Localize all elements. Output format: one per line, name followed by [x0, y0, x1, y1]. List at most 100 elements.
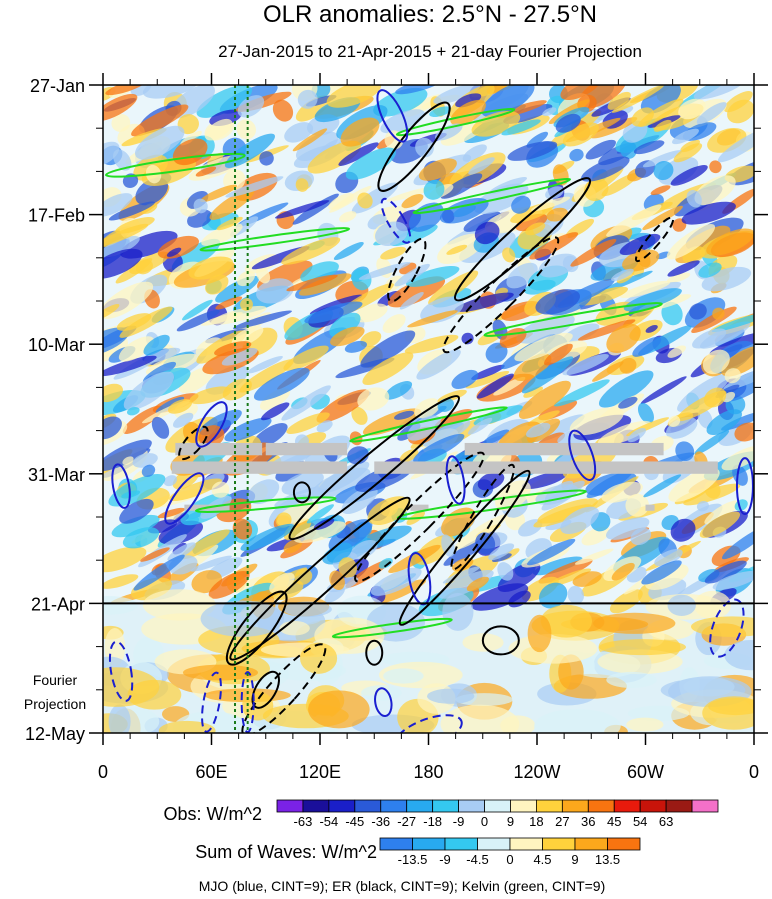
er-contour	[387, 237, 427, 303]
anomaly-cell	[677, 373, 730, 412]
anomaly-cell	[237, 270, 255, 287]
anomaly-cell	[142, 85, 201, 99]
anomaly-cell	[375, 221, 408, 247]
anomaly-cell	[709, 160, 722, 174]
anomaly-cell	[463, 211, 501, 232]
anomaly-cell	[521, 471, 568, 490]
anomaly-cell	[497, 562, 514, 581]
colorbar-swatch	[613, 799, 641, 813]
anomaly-cell	[698, 262, 722, 278]
mjo-contour	[735, 457, 754, 516]
anomaly-cell	[723, 366, 754, 391]
projection-cell	[626, 717, 664, 732]
anomaly-cell	[178, 366, 214, 394]
anomaly-cell	[247, 356, 283, 374]
anomaly-cell	[295, 178, 309, 192]
anomaly-cell	[507, 141, 558, 161]
colorbar-swatch	[354, 799, 382, 813]
anomaly-cell	[562, 122, 599, 147]
y-tick-label: 17-Feb	[28, 206, 85, 226]
anomaly-cell	[471, 364, 505, 380]
anomaly-cell	[619, 357, 637, 374]
anomaly-cell	[553, 379, 610, 407]
chart-title: OLR anomalies: 2.5°N - 27.5°N	[263, 1, 597, 28]
anomaly-cell	[712, 307, 725, 320]
x-tick-label: 60E	[195, 762, 227, 782]
anomaly-cell	[538, 582, 568, 609]
kelvin-contour	[331, 617, 453, 639]
anomaly-cell	[467, 417, 493, 435]
anomaly-cell	[598, 370, 654, 408]
anomaly-cell	[585, 139, 616, 160]
anomaly-cell	[286, 412, 330, 434]
anomaly-cell	[333, 242, 364, 261]
anomaly-cell	[578, 286, 629, 306]
anomaly-cell	[706, 409, 743, 436]
anomaly-cell	[611, 562, 635, 581]
wave-contours	[105, 89, 754, 733]
colorbar-swatch	[406, 799, 434, 813]
anomaly-cell	[103, 93, 138, 122]
anomaly-cell	[625, 493, 649, 517]
colorbar-swatch	[542, 837, 576, 851]
anomaly-cell	[225, 176, 284, 198]
anomaly-cell	[506, 262, 538, 289]
anomaly-cell	[441, 534, 455, 557]
projection-cell	[691, 616, 754, 637]
anomaly-cell	[521, 576, 559, 602]
anomaly-cell	[180, 529, 230, 560]
projection-cell	[200, 600, 285, 637]
anomaly-cell	[103, 574, 139, 589]
mjo-contour	[394, 714, 463, 733]
anomaly-cell	[611, 268, 634, 282]
er-contour	[288, 395, 460, 541]
colorbar-swatch	[536, 799, 563, 813]
anomaly-cell	[237, 95, 265, 118]
anomaly-cell	[734, 422, 754, 442]
anomaly-cell	[214, 341, 252, 357]
kelvin-contour	[483, 302, 663, 337]
anomaly-cell	[667, 345, 686, 358]
anomaly-cell	[103, 304, 120, 321]
anomaly-cell	[645, 325, 658, 333]
mjo-contour	[376, 89, 409, 143]
colorbar-tick-label: 63	[659, 814, 673, 829]
waves-colorbar-label: Sum of Waves: W/m^2	[195, 842, 377, 862]
anomaly-cell	[362, 352, 414, 385]
anomaly-cell	[581, 526, 610, 546]
colorbar-swatch	[276, 799, 304, 813]
anomaly-cell	[465, 370, 510, 389]
anomaly-cell	[350, 539, 378, 560]
x-tick-label: 0	[98, 762, 108, 782]
anomaly-cell	[141, 464, 156, 477]
mjo-contour	[201, 671, 222, 733]
anomaly-cell	[655, 251, 671, 260]
anomaly-cell	[555, 113, 581, 133]
anomaly-cell	[611, 85, 665, 113]
anomaly-cell	[532, 556, 583, 576]
anomaly-cell	[286, 274, 338, 292]
er-contour	[481, 625, 520, 656]
colorbar-swatch	[587, 799, 615, 813]
er-contour	[450, 463, 515, 571]
projection-cell	[708, 698, 754, 716]
anomaly-cell	[357, 192, 373, 209]
colorbar-swatch	[574, 837, 608, 851]
anomaly-cell	[135, 259, 153, 275]
colorbar-swatch	[380, 799, 408, 813]
anomaly-cell	[642, 205, 683, 231]
anomaly-cell	[514, 332, 573, 362]
anomaly-cell	[103, 193, 133, 217]
anomaly-cell	[380, 109, 425, 134]
x-tick-label: 0	[749, 762, 759, 782]
anomaly-cell	[216, 216, 243, 231]
missing-data-band	[645, 504, 655, 511]
anomaly-cell	[471, 111, 521, 137]
axes: 0 60E 120E 180 120W 60W 0 27-Jan 17-Feb 10-Mar 31-…	[25, 73, 768, 782]
colorbar-tick-label: -4.5	[466, 852, 488, 867]
anomaly-cell	[704, 387, 727, 408]
anomaly-cell	[562, 354, 609, 376]
anomaly-cell	[706, 228, 754, 256]
anomaly-cell	[176, 309, 220, 332]
colorbar-tick-label: -36	[371, 814, 390, 829]
